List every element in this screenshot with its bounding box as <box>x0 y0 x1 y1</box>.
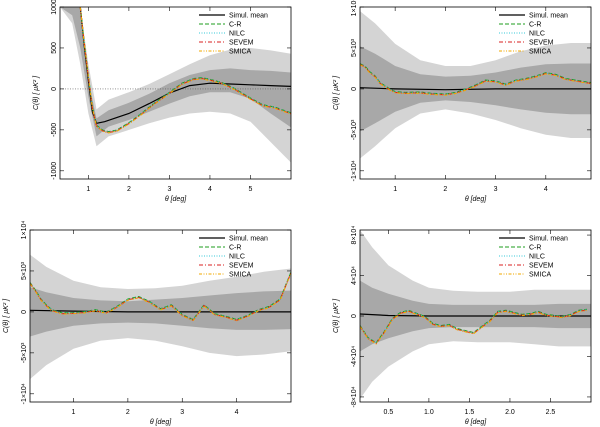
x-tick-label: 0.5 <box>384 409 394 416</box>
series-sevem <box>360 309 587 345</box>
legend-label: SMICA <box>529 272 552 279</box>
legend-label: C-R <box>229 22 241 29</box>
x-axis-label: θ [deg] <box>465 196 487 203</box>
y-tick-label: 0 <box>51 87 58 91</box>
series-smica <box>79 7 291 134</box>
x-tick-label: 3 <box>167 186 171 193</box>
y-tick-label: 1×10⁴ <box>351 0 358 16</box>
x-tick-label: 2.5 <box>546 409 556 416</box>
x-tick-label: 4 <box>208 186 212 193</box>
y-tick-label: 0 <box>351 87 358 91</box>
legend-label: Simul. mean <box>229 13 268 20</box>
panel-1: 1 2 3 4 5 1000 500 0 -500 -1000 θ [deg] C(θ) [ μK² … <box>33 0 292 203</box>
legend-label: SEVEM <box>529 40 554 47</box>
panel-3: 1 2 3 4 1×10⁴ 5×10³ 0 -5×10³ -1×10⁴ θ [deg] C(θ) [… <box>3 221 292 426</box>
y-tick-label: 4×10⁴ <box>351 266 358 285</box>
legend-label: Simul. mean <box>229 236 268 243</box>
panel-2: 1 2 3 4 1×10⁴ 5×10³ 0 -5×10³ -1×10⁴ θ [deg] C(θ) [… <box>333 0 592 203</box>
legend-label: SMICA <box>229 272 252 279</box>
x-tick-label: 4 <box>544 186 548 193</box>
x-tick-label: 1.5 <box>465 409 475 416</box>
x-tick-label: 5 <box>249 186 253 193</box>
series-simul-mean <box>30 309 291 313</box>
y-tick-label: 0 <box>351 314 358 318</box>
y-tick-label: -1×10⁴ <box>21 383 28 404</box>
x-tick-label: 2.0 <box>505 409 515 416</box>
band-inner <box>60 7 291 137</box>
legend-label: SEVEM <box>529 263 554 270</box>
legend-label: Simul. mean <box>529 236 568 243</box>
y-tick-label: -4×10⁴ <box>351 346 358 367</box>
y-tick-label: 500 <box>51 42 58 54</box>
x-tick-label: 1 <box>393 186 397 193</box>
y-tick-label: 8×10⁴ <box>351 226 358 245</box>
y-axis-label: C(θ) [ μK² ] <box>33 75 40 110</box>
legend-label: SEVEM <box>229 40 254 47</box>
legend-label: NILC <box>229 254 245 261</box>
plot-area <box>60 7 291 163</box>
plot-area <box>30 254 291 380</box>
x-tick-label: 1 <box>86 186 90 193</box>
y-tick-label: 5×10³ <box>351 38 358 57</box>
legend-label: SMICA <box>229 49 252 56</box>
series-c-r <box>360 63 591 95</box>
y-tick-label: -500 <box>51 123 58 137</box>
x-tick-label: 2 <box>443 186 447 193</box>
legend-label: NILC <box>229 31 245 38</box>
y-tick-label: 5×10³ <box>21 261 28 280</box>
panel-4: 0.5 1.0 1.5 2.0 2.5 8×10⁴ 4×10⁴ 0 -4×10⁴ -8×10⁴ θ … <box>333 226 592 426</box>
axes-frame <box>29 229 292 403</box>
y-axis-label: C(θ) [ μK² ] <box>3 298 10 333</box>
y-tick-label: -5×10³ <box>351 119 358 140</box>
y-tick-label: 0 <box>21 310 28 314</box>
legend-label: C-R <box>529 22 541 29</box>
series-smica <box>30 272 291 322</box>
x-tick-label: 4 <box>235 409 239 416</box>
legend-label: C-R <box>529 245 541 252</box>
series-simul-mean <box>79 7 291 124</box>
y-tick-label: 1×10⁴ <box>21 221 28 240</box>
x-tick-label: 1.0 <box>424 409 434 416</box>
x-tick-label: 1 <box>72 409 76 416</box>
y-tick-label: 1000 <box>51 0 58 15</box>
legend-label: NILC <box>529 31 545 38</box>
x-tick-label: 2 <box>127 186 131 193</box>
x-tick-label: 2 <box>126 409 130 416</box>
legend-label: C-R <box>229 245 241 252</box>
y-axis-label: C(θ) [ μK² ] <box>333 298 340 333</box>
axes-frame <box>59 6 292 180</box>
legend-label: SMICA <box>529 49 552 56</box>
legend-label: Simul. mean <box>529 13 568 20</box>
legend-label: SEVEM <box>229 263 254 270</box>
x-axis-label: θ [deg] <box>150 419 172 426</box>
y-tick-label: -5×10³ <box>21 342 28 363</box>
legend-label: NILC <box>529 254 545 261</box>
series-smica <box>360 64 591 96</box>
y-axis-label: C(θ) [ μK² ] <box>333 75 340 110</box>
series-sevem <box>79 7 291 134</box>
y-tick-label: -1000 <box>51 162 58 180</box>
x-axis-label: θ [deg] <box>465 419 487 426</box>
y-tick-label: -1×10⁴ <box>351 160 358 181</box>
plot-area <box>360 11 591 159</box>
y-tick-label: -8×10⁴ <box>351 386 358 407</box>
plot-area <box>360 230 591 399</box>
axes-frame <box>359 6 592 180</box>
x-tick-label: 3 <box>494 186 498 193</box>
x-axis-label: θ [deg] <box>165 196 187 203</box>
x-tick-label: 3 <box>180 409 184 416</box>
